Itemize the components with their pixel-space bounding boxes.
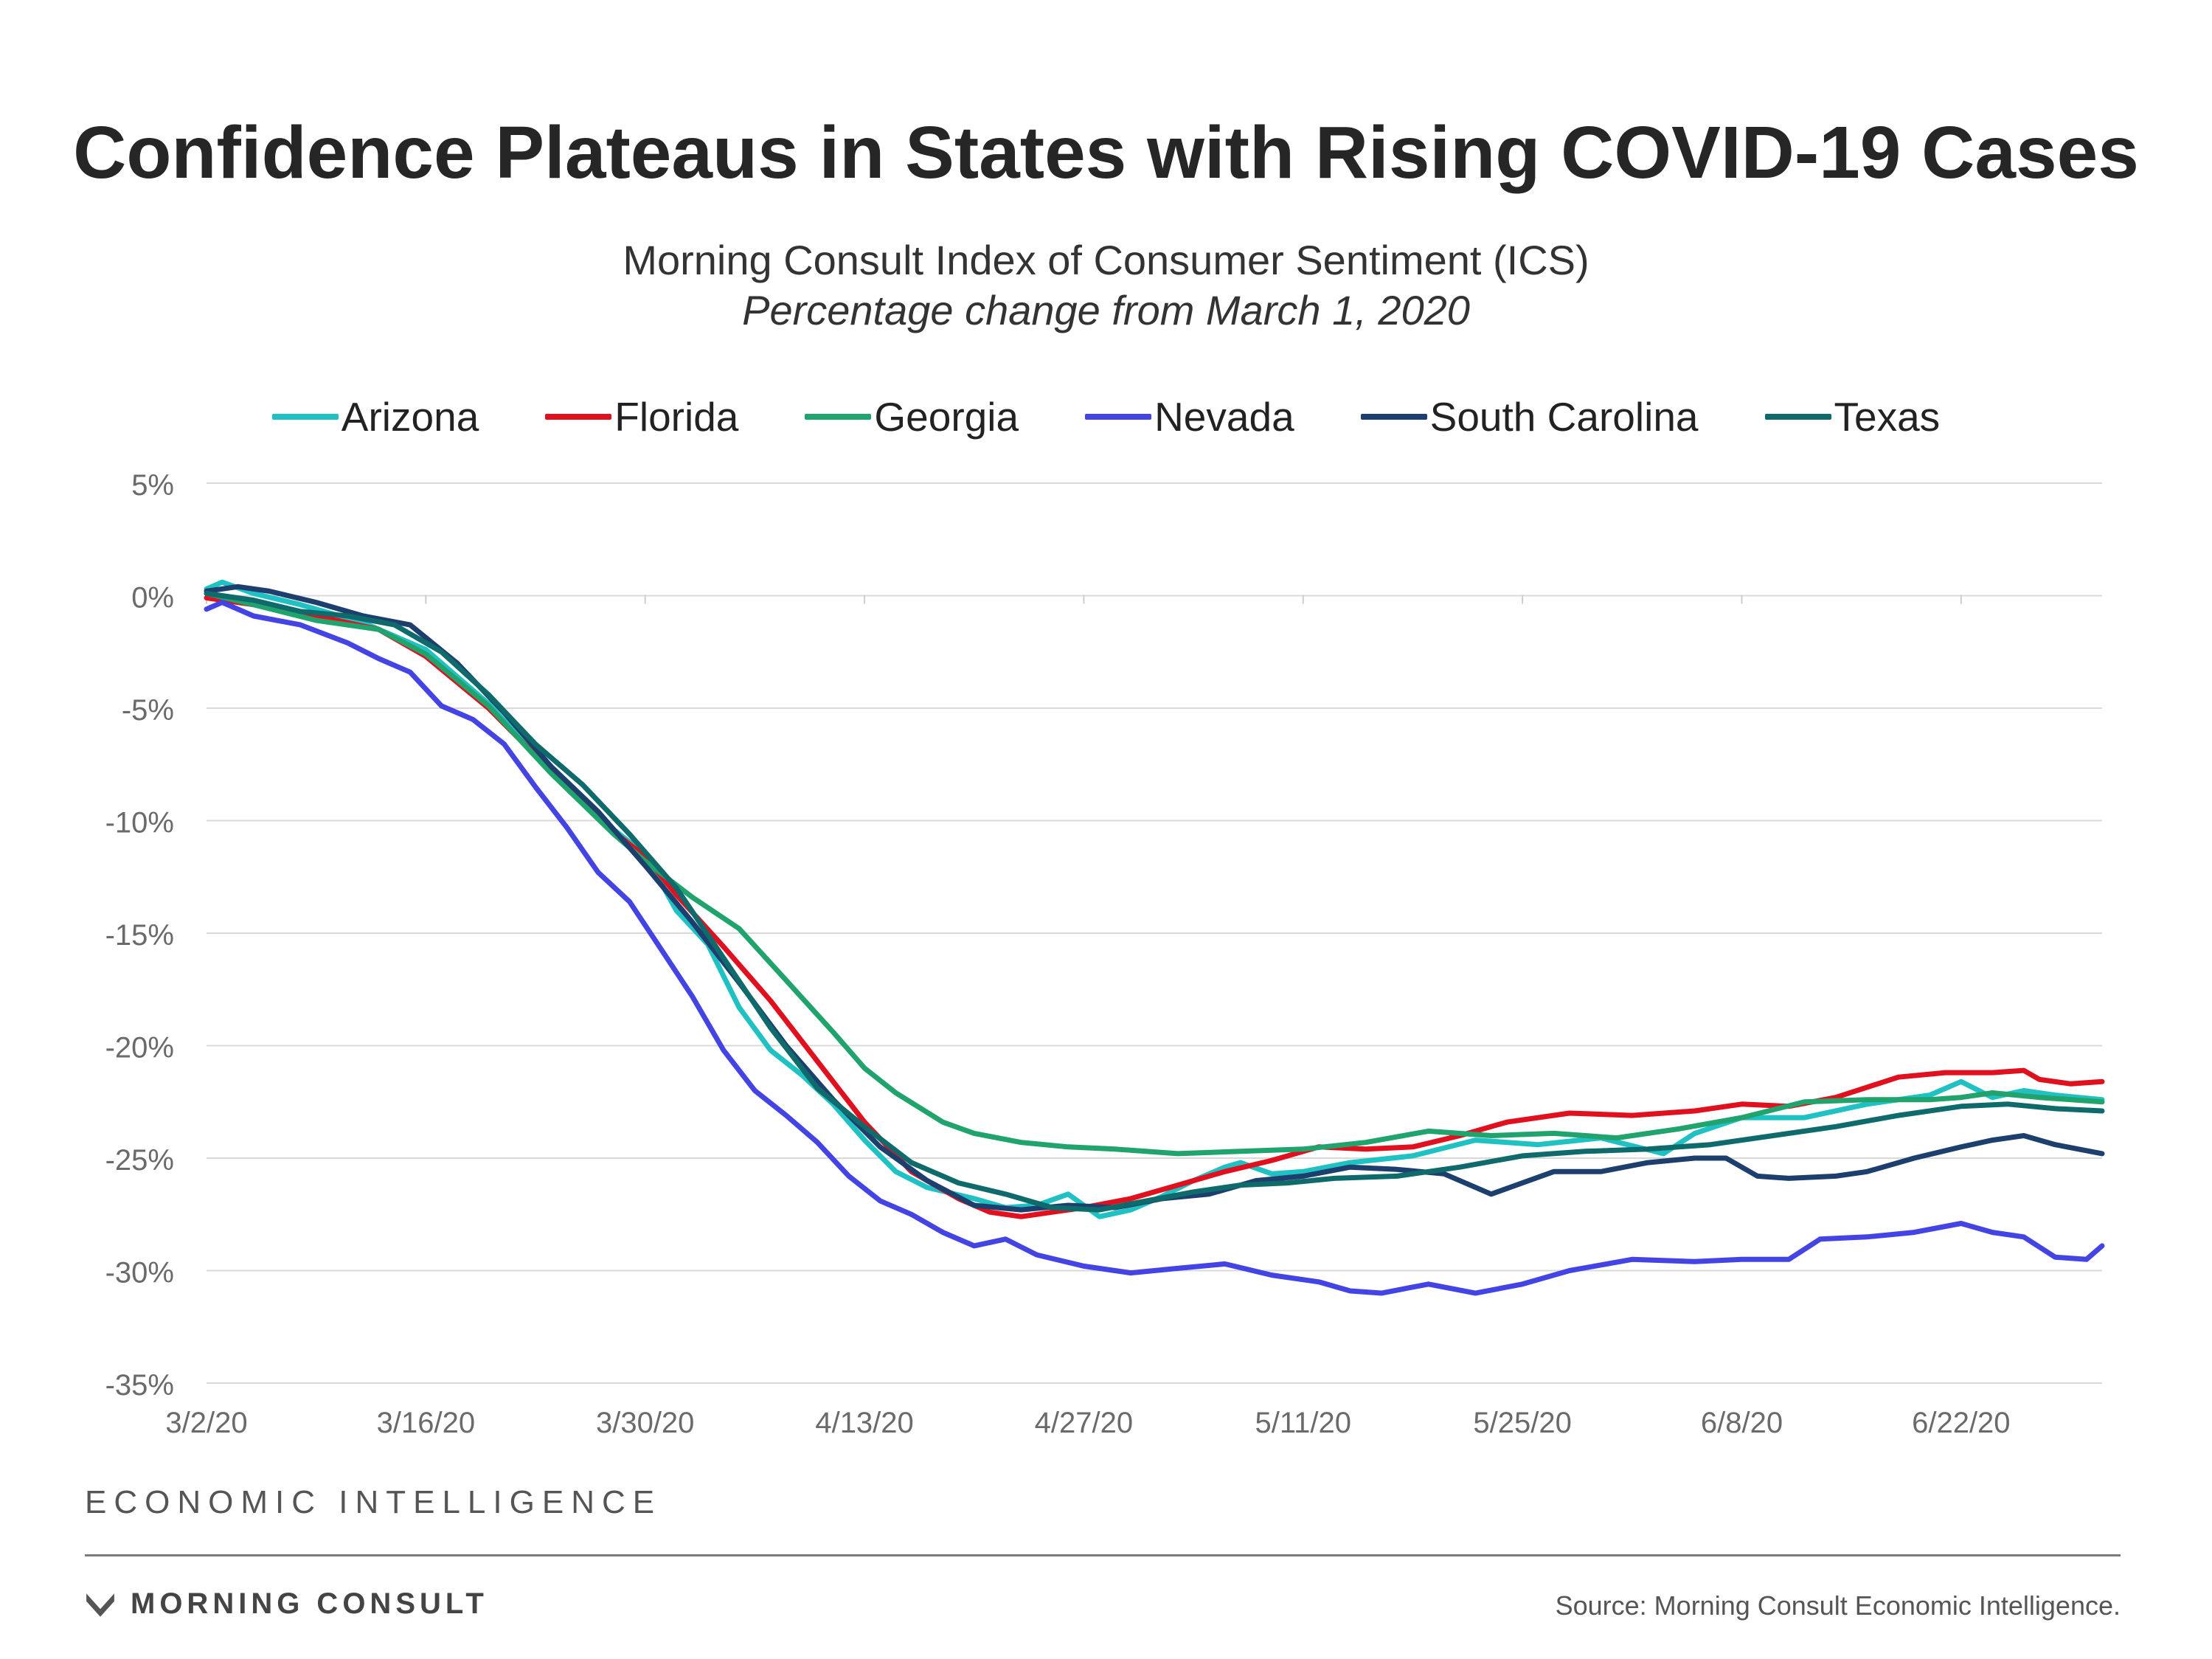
y-tick-label: -35% [105, 1369, 174, 1402]
x-tick-label: 5/25/20 [1473, 1407, 1571, 1439]
chart-subtitle: Morning Consult Index of Consumer Sentim… [623, 237, 1589, 283]
y-tick-label: -15% [105, 919, 174, 952]
page-title: Confidence Plateaus in States with Risin… [73, 111, 2139, 194]
y-tick-label: -30% [105, 1257, 174, 1289]
series-line-florida [204, 595, 2105, 1219]
legend-label: Nevada [1154, 394, 1294, 440]
x-tick-label: 3/2/20 [165, 1407, 247, 1439]
legend-swatch [805, 414, 872, 420]
chart-subtitle-italic: Percentage change from March 1, 2020 [742, 287, 1470, 333]
legend-swatch [545, 414, 612, 420]
x-tick-label: 4/13/20 [815, 1407, 913, 1439]
legend-item-nevada: Nevada [1085, 393, 1294, 440]
x-tick-label: 5/11/20 [1255, 1407, 1352, 1439]
chart-legend: Arizona Florida Georgia Nevada South Carolin… [0, 391, 2212, 443]
legend-label: Texas [1834, 394, 1941, 440]
morning-consult-logo: MORNING CONSULT [85, 1587, 488, 1621]
legend-swatch [271, 414, 339, 420]
x-tick-label: 6/22/20 [1912, 1407, 2010, 1439]
y-tick-label: -10% [105, 807, 174, 839]
legend-swatch [1085, 414, 1152, 420]
y-tick-label: -5% [122, 694, 174, 727]
y-tick-label: -25% [105, 1144, 174, 1177]
x-tick-label: 3/30/20 [596, 1407, 694, 1439]
x-tick-label: 3/16/20 [377, 1407, 475, 1439]
y-tick-label: -20% [105, 1032, 174, 1064]
legend-item-georgia: Georgia [805, 393, 1019, 440]
brand-tag: ECONOMIC INTELLIGENCE [85, 1484, 662, 1520]
series-line-georgia [204, 591, 2105, 1157]
legend-item-texas: Texas [1764, 393, 1941, 440]
legend-label: Arizona [341, 394, 479, 440]
legend-label: Georgia [874, 394, 1019, 440]
legend-swatch [1360, 414, 1427, 420]
series-line-texas [204, 591, 2105, 1213]
x-tick-label: 6/8/20 [1701, 1407, 1783, 1439]
legend-item-florida: Florida [545, 393, 738, 440]
line-chart: 5% 0% -5% -10% -15% -20% -25% -30% -35% 3/2/20 3/1… [105, 469, 2105, 1439]
x-tick-label: 4/27/20 [1035, 1407, 1133, 1439]
legend-item-south-carolina: South Carolina [1360, 393, 1699, 440]
y-tick-label: 5% [131, 469, 174, 502]
legend-swatch [1764, 414, 1831, 420]
legend-label: South Carolina [1429, 394, 1699, 440]
legend-label: Florida [614, 394, 739, 440]
series-line-arizona [204, 579, 2105, 1219]
y-tick-label: 0% [131, 582, 174, 614]
legend-item-arizona: Arizona [271, 393, 479, 440]
source-note: Source: Morning Consult Economic Intelli… [1555, 1590, 2121, 1621]
series-line-nevada [204, 600, 2105, 1296]
logo-mark-icon [86, 1593, 114, 1617]
logo-text: MORNING CONSULT [131, 1587, 488, 1620]
footer-divider [85, 1554, 2121, 1556]
